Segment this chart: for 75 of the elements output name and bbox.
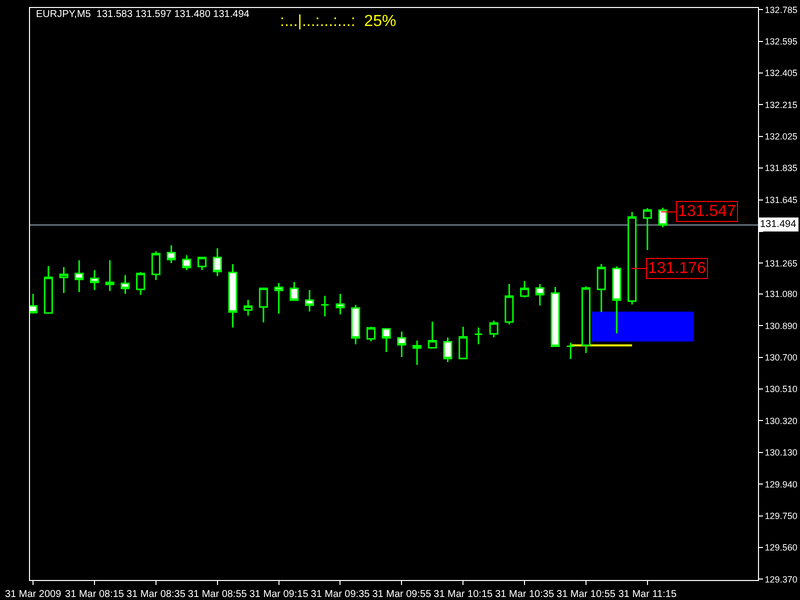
candlestick (90, 269, 100, 291)
chart-title: EURJPY,M5 131.583 131.597 131.480 131.494 (36, 9, 250, 20)
candlestick (212, 248, 222, 277)
candlestick (489, 320, 498, 338)
candlestick (228, 263, 238, 328)
y-tick-label: 132.405 (764, 68, 798, 78)
candlestick (535, 283, 544, 306)
candlestick (258, 288, 268, 324)
x-tick-label: 31 Mar 10:55 (556, 589, 616, 600)
y-tick-label: 131.645 (764, 194, 798, 205)
candlestick (428, 320, 437, 348)
candlestick (166, 244, 176, 264)
candlestick (581, 286, 590, 354)
candlestick (550, 286, 560, 348)
y-tick-label: 131.835 (764, 163, 798, 174)
x-tick-label: 31 Mar 09:35 (310, 589, 370, 600)
y-tick-label: 132.785 (764, 4, 798, 15)
y-tick-label: 130.510 (764, 384, 798, 394)
y-tick-label: 131.265 (764, 258, 798, 268)
candlestick (290, 281, 299, 301)
candlestick (658, 207, 668, 228)
y-tick-label: 132.595 (764, 36, 798, 46)
candlestick (120, 274, 130, 295)
x-tick-label: 31 Mar 08:55 (188, 589, 248, 600)
y-tick-label: 131.080 (764, 289, 798, 300)
y-tick-label: 132.215 (764, 100, 798, 110)
y-tick-label: 130.890 (764, 320, 798, 331)
candlestick (351, 304, 360, 345)
x-tick-label: 31 Mar 09:15 (249, 589, 309, 600)
candlestick (244, 299, 253, 316)
y-tick-label: 129.750 (764, 510, 798, 521)
candlestick (44, 265, 53, 314)
candlestick (612, 266, 622, 334)
y-tick-label: 129.560 (764, 542, 798, 553)
ref-line-label: 131.494 (760, 219, 797, 230)
candlestick (397, 330, 406, 358)
annotation: :...|...:...:...: 25% (280, 13, 396, 30)
candlestick (74, 260, 84, 293)
x-tick-label: 31 Mar 09:55 (372, 589, 432, 600)
candlestick (136, 271, 146, 296)
y-tick-label: 129.370 (764, 574, 798, 584)
y-tick-label: 132.025 (764, 132, 798, 142)
candlestick (412, 340, 422, 366)
candlestick (596, 263, 606, 313)
candlestick (566, 342, 576, 360)
candlestick (366, 326, 376, 342)
annotation: 131.176 (648, 260, 706, 277)
candlestick (105, 260, 114, 292)
candlestick (382, 328, 391, 353)
y-tick-label: 129.940 (764, 479, 798, 490)
x-tick-label: 31 Mar 2009 (4, 589, 62, 600)
x-tick-label: 31 Mar 10:35 (495, 589, 554, 600)
y-tick-label: 130.700 (764, 352, 798, 363)
candlestick (458, 326, 468, 360)
candlestick (504, 283, 514, 326)
candlestick (151, 250, 160, 281)
candlestick (198, 256, 207, 271)
x-tick-label: 31 Mar 08:15 (65, 589, 124, 600)
y-tick-label: 130.130 (764, 448, 798, 458)
candlestick (320, 295, 330, 318)
candlestick (59, 266, 68, 294)
x-tick-label: 31 Mar 08:35 (126, 589, 186, 600)
annotation: 131.547 (678, 203, 736, 220)
candlestick (443, 336, 452, 363)
candlestick (336, 293, 345, 316)
candlestick (305, 289, 314, 312)
candlestick (642, 207, 652, 251)
candlestick (274, 282, 284, 314)
y-tick-label: 130.320 (764, 416, 798, 426)
candlestick (474, 326, 483, 345)
x-tick-label: 31 Mar 10:15 (434, 589, 494, 600)
candlestick (628, 211, 637, 306)
x-tick-label: 31 Mar 11:15 (618, 589, 677, 600)
candlestick (520, 280, 530, 298)
candlestick (182, 254, 192, 271)
